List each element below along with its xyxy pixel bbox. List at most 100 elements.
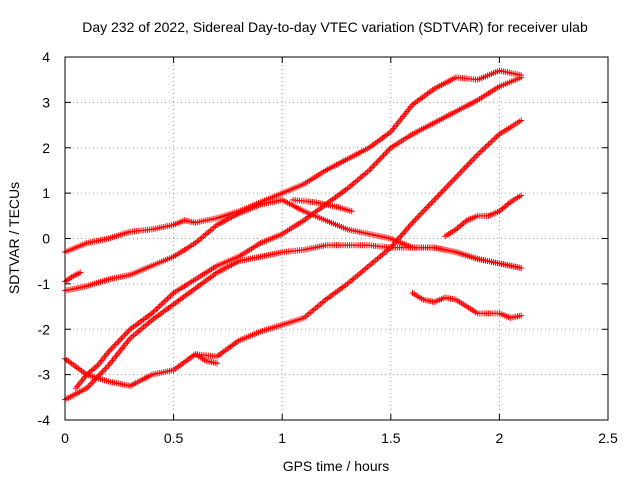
data-point	[159, 300, 166, 307]
data-point	[438, 189, 445, 196]
series-s9	[290, 196, 355, 215]
data-point	[158, 301, 165, 308]
x-tick-label: 1	[278, 430, 286, 446]
y-axis-ticks: -4 -3 -2 -1 0 1 2 3 4	[38, 49, 608, 428]
data-point	[77, 269, 84, 276]
data-point	[460, 166, 467, 173]
data-point	[102, 365, 109, 372]
x-axis-label: GPS time / hours	[283, 458, 390, 474]
data-point	[109, 344, 116, 351]
y-tick-label: 3	[42, 94, 50, 110]
data-point	[117, 336, 124, 343]
x-tick-label: 0.5	[164, 430, 184, 446]
data-point	[428, 199, 435, 206]
data-point	[518, 74, 525, 81]
data-point	[426, 201, 433, 208]
grid-lines	[65, 57, 608, 420]
data-point	[406, 222, 413, 229]
data-point	[455, 171, 462, 178]
data-point	[374, 158, 381, 165]
data-points	[62, 67, 525, 403]
data-point	[106, 347, 113, 354]
data-point	[409, 219, 416, 226]
data-point	[474, 151, 481, 158]
data-point	[380, 152, 387, 159]
y-axis-label: SDTVAR / TECUs	[6, 182, 22, 294]
x-tick-label: 2	[496, 430, 504, 446]
data-point	[371, 161, 378, 168]
data-point	[470, 156, 477, 163]
x-tick-label: 1.5	[381, 430, 401, 446]
x-axis-ticks: 0 0.5 1 1.5 2 2.5	[61, 57, 618, 446]
series-s8	[62, 269, 84, 285]
data-point	[379, 153, 386, 160]
data-point	[442, 184, 449, 191]
data-point	[122, 330, 129, 337]
data-point	[431, 196, 438, 203]
data-point	[454, 172, 461, 179]
data-point	[444, 183, 451, 190]
data-point	[452, 174, 459, 181]
data-point	[448, 178, 455, 185]
data-point	[432, 195, 439, 202]
data-point	[482, 144, 489, 151]
data-point	[408, 221, 415, 228]
data-point	[156, 303, 163, 310]
y-tick-label: 2	[42, 140, 50, 156]
data-point	[397, 233, 404, 240]
data-point	[518, 117, 525, 124]
data-point	[457, 169, 464, 176]
y-tick-label: -1	[38, 276, 51, 292]
data-point	[464, 162, 471, 169]
data-point	[429, 198, 436, 205]
data-point	[458, 168, 465, 175]
data-point	[463, 163, 470, 170]
series-s4	[62, 117, 525, 389]
data-point	[468, 157, 475, 164]
data-point	[121, 332, 128, 339]
data-point	[480, 145, 487, 152]
data-point	[377, 155, 384, 162]
y-tick-label: 4	[42, 49, 50, 65]
x-tick-label: 0	[61, 430, 69, 446]
y-tick-label: 1	[42, 185, 50, 201]
data-point	[415, 213, 422, 220]
data-point	[518, 192, 525, 199]
data-point	[422, 206, 429, 213]
data-point	[421, 207, 428, 214]
y-tick-label: 0	[42, 231, 50, 247]
data-point	[164, 295, 171, 302]
series-s7	[442, 192, 525, 240]
data-point	[162, 297, 169, 304]
data-point	[373, 159, 380, 166]
data-point	[473, 153, 480, 160]
data-point	[425, 202, 432, 209]
data-point	[108, 345, 115, 352]
data-point	[493, 134, 500, 141]
series-s2	[62, 196, 525, 294]
y-tick-label: -4	[38, 412, 51, 428]
data-point	[98, 370, 105, 377]
data-point	[424, 204, 430, 211]
data-point	[348, 208, 355, 215]
data-point	[370, 162, 377, 169]
data-point	[124, 329, 131, 336]
data-point	[165, 294, 172, 301]
data-point	[99, 368, 106, 375]
data-point	[398, 232, 405, 239]
series-s3	[62, 242, 525, 403]
data-point	[410, 218, 417, 225]
data-point	[465, 160, 472, 167]
data-point	[518, 264, 525, 271]
data-point	[451, 175, 458, 182]
data-point	[413, 215, 420, 222]
data-point	[404, 225, 411, 232]
data-point	[114, 339, 121, 346]
y-tick-label: -2	[38, 321, 51, 337]
data-point	[416, 212, 423, 219]
data-point	[384, 147, 391, 154]
data-point	[112, 341, 119, 348]
data-point	[167, 292, 174, 299]
x-tick-label: 2.5	[598, 430, 618, 446]
series-s10	[192, 351, 221, 367]
